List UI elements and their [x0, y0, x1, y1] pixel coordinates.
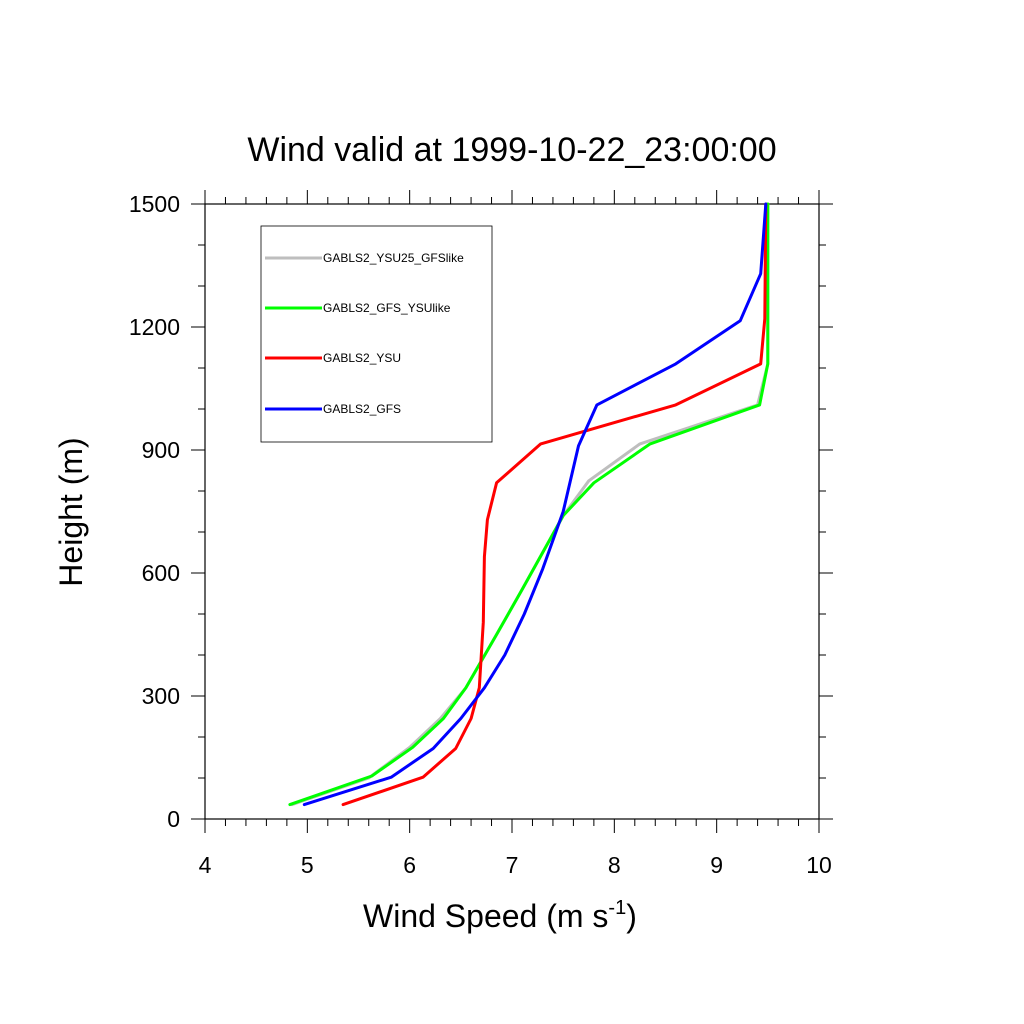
x-axis-label-main: Wind Speed (m s — [363, 898, 608, 934]
plot-frame — [204, 203, 820, 820]
x-tick-label: 5 — [301, 852, 314, 878]
legend-label: GABLS2_GFS_YSUlike — [323, 301, 451, 315]
y-axis-label: Height (m) — [53, 437, 89, 586]
legend-label: GABLS2_GFS — [323, 402, 401, 416]
y-tick-label: 1500 — [129, 191, 180, 217]
axis-ticks — [191, 190, 833, 833]
series-line — [341, 202, 768, 807]
y-tick-label: 0 — [167, 806, 180, 832]
x-axis-label: Wind Speed (m s-1) — [363, 897, 637, 934]
x-tick-label: 4 — [199, 852, 212, 878]
series-line — [290, 202, 770, 807]
tick-labels: 4 5 6 7 8 9 10 0 300 600 900 1200 1500 — [129, 191, 832, 878]
y-tick-label: 900 — [142, 437, 180, 463]
series-lines — [288, 202, 770, 807]
y-tick-label: 1200 — [129, 314, 180, 340]
chart-title: Wind valid at 1999-10-22_23:00:00 — [247, 131, 776, 169]
legend: GABLS2_YSU25_GFSlike GABLS2_GFS_YSUlike GA… — [260, 225, 493, 443]
x-axis-label-superscript: -1 — [608, 897, 626, 919]
plot-border — [204, 203, 820, 820]
y-tick-label: 600 — [142, 560, 180, 586]
series-line — [302, 202, 768, 807]
x-tick-label: 9 — [710, 852, 723, 878]
x-tick-label: 7 — [506, 852, 519, 878]
series-line — [288, 202, 770, 807]
x-tick-label: 6 — [403, 852, 416, 878]
legend-box — [260, 225, 493, 443]
legend-label: GABLS2_YSU — [323, 351, 401, 365]
y-tick-label: 300 — [142, 683, 180, 709]
x-tick-label: 8 — [608, 852, 621, 878]
x-axis-label-suffix: ) — [626, 898, 637, 934]
x-tick-label: 10 — [806, 852, 832, 878]
legend-label: GABLS2_YSU25_GFSlike — [323, 251, 464, 265]
